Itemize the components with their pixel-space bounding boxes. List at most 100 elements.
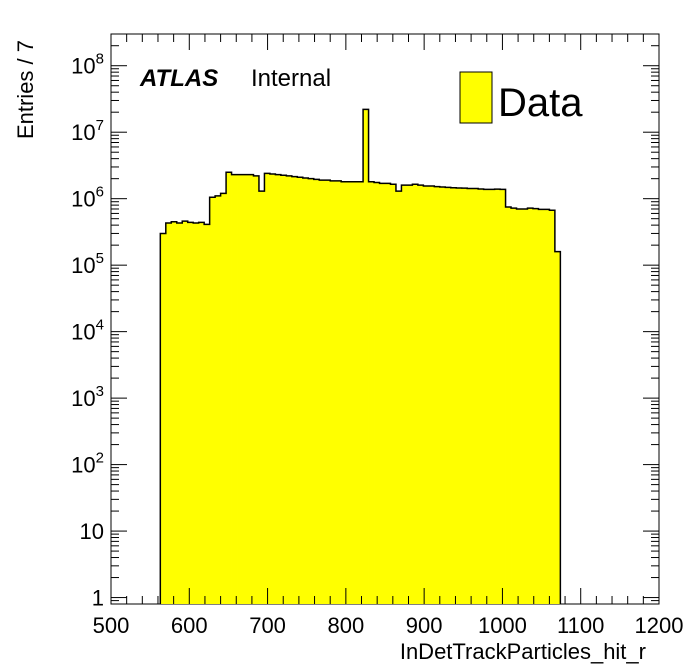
histogram-bin	[374, 182, 380, 604]
x-axis-ticks	[110, 34, 660, 604]
legend-label-data: Data	[498, 81, 583, 125]
histogram-bin	[269, 174, 276, 604]
histogram-bin	[346, 181, 353, 604]
histogram-bin	[291, 176, 298, 604]
histogram-bin	[302, 177, 309, 604]
histogram-bin	[434, 186, 441, 604]
histogram-bin	[549, 210, 556, 605]
histogram-bin	[313, 179, 320, 604]
y-axis-ticks	[111, 33, 659, 605]
histogram-bin	[226, 172, 232, 604]
x-axis-title: InDetTrackParticles_hit_r	[400, 639, 646, 664]
histogram-bin	[215, 195, 221, 604]
histogram-bin	[385, 183, 391, 605]
histogram-bin	[193, 223, 200, 605]
y-axis-title: Entries / 7	[13, 40, 38, 139]
histogram-bin	[505, 206, 512, 605]
x-tick-label: 1100	[557, 613, 604, 638]
x-tick-label: 700	[249, 613, 286, 638]
histogram-bin	[500, 189, 506, 604]
histogram-bin	[401, 185, 408, 605]
histogram-bin	[204, 224, 211, 605]
histogram-bin	[483, 189, 490, 604]
histogram-bin	[160, 233, 167, 604]
histogram-bin	[527, 208, 534, 604]
histogram-bin	[264, 173, 271, 604]
histogram-bin	[187, 222, 194, 604]
histogram-outline	[159, 108, 562, 604]
histogram-bin	[406, 185, 413, 605]
histogram-bin	[171, 221, 178, 605]
histogram-bin	[428, 186, 435, 604]
y-tick-label: 10	[80, 519, 104, 544]
x-tick-label: 1000	[478, 613, 527, 638]
y-tick-label: 105	[71, 250, 104, 278]
y-tick-label: 102	[71, 450, 104, 478]
histogram-bin	[511, 208, 517, 604]
histogram-bin	[258, 191, 265, 604]
histogram-bin	[242, 174, 249, 604]
histogram-bin	[395, 191, 402, 604]
y-tick-label: 108	[71, 51, 104, 79]
histogram-bin	[248, 174, 254, 604]
histogram-bin	[445, 187, 452, 605]
x-tick-label: 800	[328, 613, 365, 638]
histogram-bin	[198, 222, 205, 604]
histogram-bin	[368, 181, 375, 604]
histogram-bin	[494, 189, 501, 605]
histogram-bin	[275, 174, 282, 604]
y-tick-label: 104	[71, 317, 104, 345]
histogram-bin	[165, 223, 172, 605]
histogram-bin	[297, 177, 304, 604]
histogram-bin	[253, 175, 260, 604]
x-tick-label: 500	[93, 613, 130, 638]
y-tick-label: 106	[71, 184, 104, 212]
histogram-bin	[352, 181, 358, 604]
legend-swatch-data	[459, 71, 493, 124]
histogram-bin	[450, 187, 457, 604]
histogram-bin	[324, 180, 331, 604]
y-tick-label: 103	[71, 383, 104, 411]
histogram-bin	[456, 187, 463, 604]
x-tick-label: 900	[406, 613, 443, 638]
histogram-bin	[538, 209, 545, 604]
histogram-bin	[319, 180, 326, 604]
y-tick-label: 1	[92, 586, 104, 611]
histogram-bin	[280, 175, 287, 604]
histogram-bin	[461, 188, 468, 604]
histogram-bin	[516, 208, 523, 605]
y-axis-tick-labels: 1 10 102 103 104 105 106 107 108	[71, 51, 104, 611]
histogram-bin	[478, 188, 485, 604]
atlas-label: ATLAS	[139, 65, 218, 92]
x-tick-label: 1200	[635, 613, 684, 638]
histogram-bin	[357, 181, 364, 604]
histogram-bin	[209, 197, 216, 604]
histogram-bin	[439, 186, 446, 604]
histogram-bin	[532, 208, 539, 604]
histogram-bin	[176, 223, 183, 605]
histogram-bin	[308, 178, 315, 605]
histogram-bin	[417, 185, 424, 605]
x-tick-label: 600	[171, 613, 208, 638]
histogram-bin	[341, 181, 348, 604]
histogram-bin	[363, 109, 369, 605]
histogram-bin	[472, 188, 479, 605]
histogram-bin	[522, 208, 528, 605]
histogram-bin	[231, 174, 238, 604]
histogram-bin	[423, 186, 430, 604]
histogram-bin	[554, 251, 561, 604]
histogram-bin	[286, 175, 293, 604]
histogram-bin	[220, 193, 227, 604]
histogram-bin	[489, 189, 495, 604]
x-axis-tick-labels: 500 600 700 800 900 1000 1100 1200	[93, 613, 684, 638]
histogram-bin	[182, 221, 189, 604]
histogram-bin	[467, 188, 474, 605]
internal-label: Internal	[251, 65, 331, 92]
y-tick-label: 107	[71, 117, 104, 145]
histogram-bin	[379, 183, 386, 605]
histogram-bin	[543, 209, 550, 604]
histogram-bin	[237, 174, 243, 604]
histogram-bin	[412, 184, 419, 604]
histogram-bin	[390, 184, 397, 604]
